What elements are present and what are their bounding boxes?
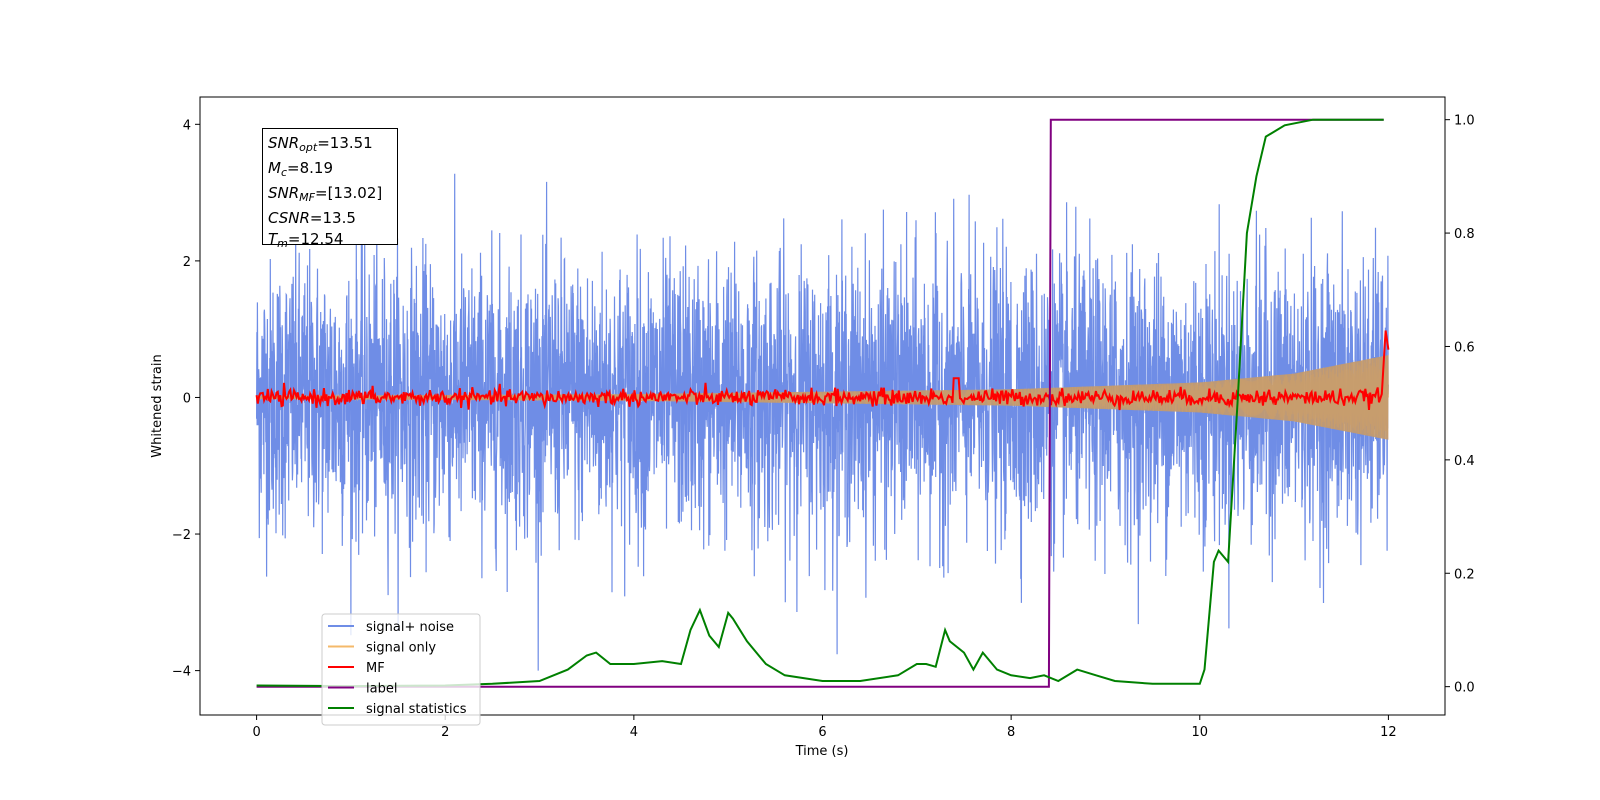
legend-entry: signal only [366, 641, 436, 656]
y-tick-label: −4 [172, 665, 191, 680]
y-tick-label: −2 [172, 528, 191, 543]
x-tick-label: 2 [441, 725, 449, 740]
legend-entry: MF [366, 661, 385, 676]
y-tick-label: 2 [183, 255, 191, 270]
snr-opt-line: SNRopt=13.51 [268, 134, 373, 154]
mc-line: Mc=8.19 [268, 159, 333, 179]
data-layer [255, 118, 1390, 688]
y-tick-label: 4 [183, 118, 191, 133]
csnr-line: CSNR=13.5 [268, 209, 356, 227]
legend-entry: label [366, 682, 397, 697]
x-tick-label: 12 [1380, 725, 1397, 740]
y-axis-label: Whitened strain [150, 354, 165, 457]
info-box: SNRopt=13.51 Mc=8.19 SNRMF=[13.02] CSNR=… [262, 128, 398, 250]
y-right-tick-label: 0.6 [1454, 340, 1475, 355]
legend-entry: signal statistics [366, 702, 467, 717]
y-right-tick-label: 0.4 [1454, 454, 1475, 469]
x-axis-label: Time (s) [795, 744, 849, 759]
tm-line: Tm=12.54 [268, 230, 344, 250]
y-tick-label: 0 [183, 391, 191, 406]
series-signal-noise-line [256, 173, 1389, 671]
series-label-line [256, 118, 1384, 688]
series-signal-statistics-line [256, 118, 1384, 688]
axes-layer: 0 2 4 6 8 10 12 −4 −2 0 2 4 0.0 0.2 0.4 0.6 0.8 1.0 [172, 114, 1475, 740]
y-right-tick-label: 0.2 [1454, 567, 1475, 582]
x-tick-label: 4 [630, 725, 638, 740]
y-right-tick-label: 0.0 [1454, 681, 1475, 696]
y-right-tick-label: 0.8 [1454, 227, 1475, 242]
series-signal-only-envelope [256, 355, 1389, 440]
legend-frame [321, 613, 481, 726]
legend-entry: signal+ noise [366, 620, 454, 635]
x-tick-label: 0 [252, 725, 260, 740]
y-right-tick-label: 1.0 [1454, 114, 1475, 129]
snr-mf-line: SNRMF=[13.02] [268, 184, 383, 204]
x-tick-label: 8 [1007, 725, 1015, 740]
series-mf-line [255, 330, 1390, 411]
x-tick-label: 6 [818, 725, 826, 740]
x-tick-label: 10 [1191, 725, 1208, 740]
legend: signal+ noise signal only MF label signal st… [321, 613, 481, 726]
